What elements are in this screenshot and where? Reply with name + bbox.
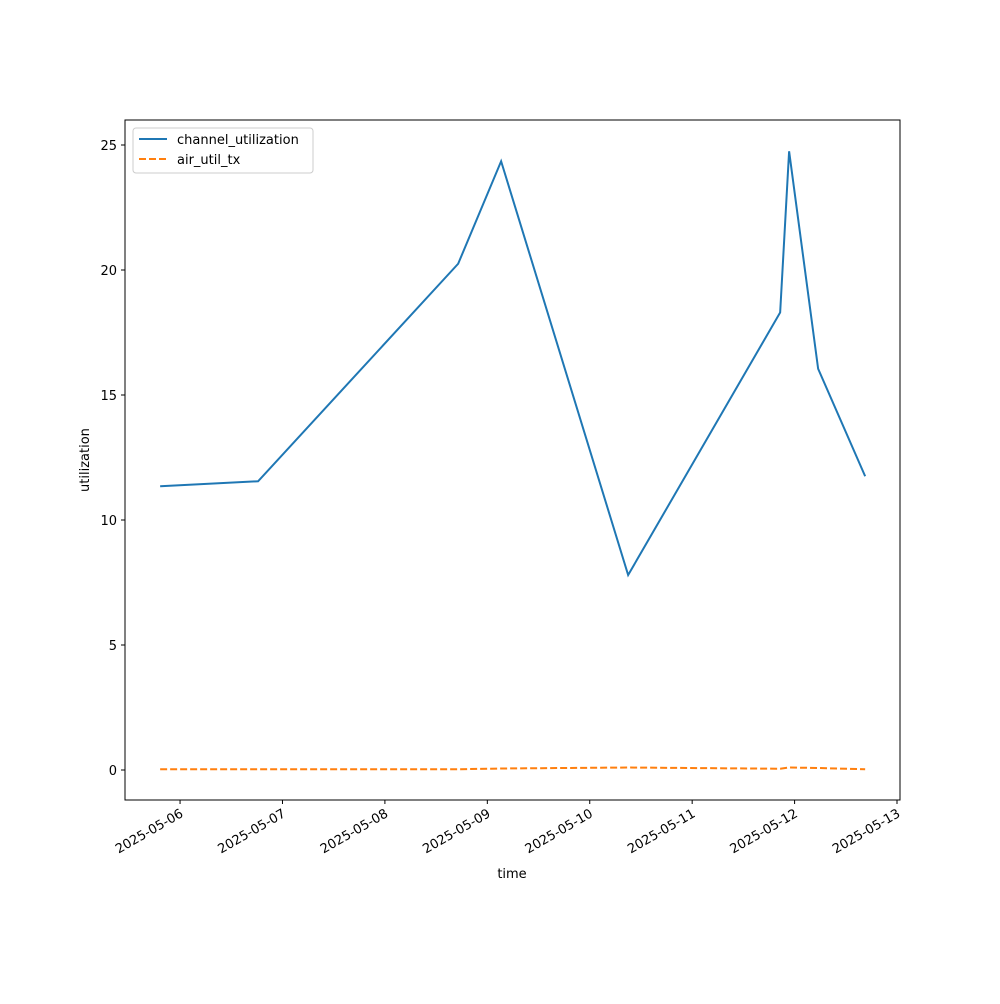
legend-label: air_util_tx xyxy=(177,153,241,168)
y-tick-label: 10 xyxy=(100,514,117,529)
x-tick-label: 2025-05-06 xyxy=(113,806,186,857)
y-tick-label: 25 xyxy=(100,139,117,154)
x-tick-label: 2025-05-12 xyxy=(728,806,801,857)
x-tick-label: 2025-05-07 xyxy=(216,806,289,857)
x-tick-label: 2025-05-13 xyxy=(830,806,903,857)
y-tick-label: 5 xyxy=(109,639,117,654)
x-tick-label: 2025-05-09 xyxy=(420,806,493,857)
x-tick-label: 2025-05-11 xyxy=(625,806,698,857)
series-line xyxy=(160,766,866,771)
y-tick-label: 0 xyxy=(109,764,117,779)
x-axis-label: time xyxy=(497,867,526,882)
axes-frame xyxy=(124,119,901,801)
legend-label: channel_utilization xyxy=(177,133,299,148)
y-tick-label: 20 xyxy=(100,264,117,279)
y-tick-label: 15 xyxy=(100,389,117,404)
legend-box xyxy=(132,127,314,174)
x-tick-label: 2025-05-08 xyxy=(318,806,391,857)
y-axis-label: utilization xyxy=(78,428,93,492)
series-line xyxy=(160,151,867,578)
x-tick-label: 2025-05-10 xyxy=(523,806,596,857)
